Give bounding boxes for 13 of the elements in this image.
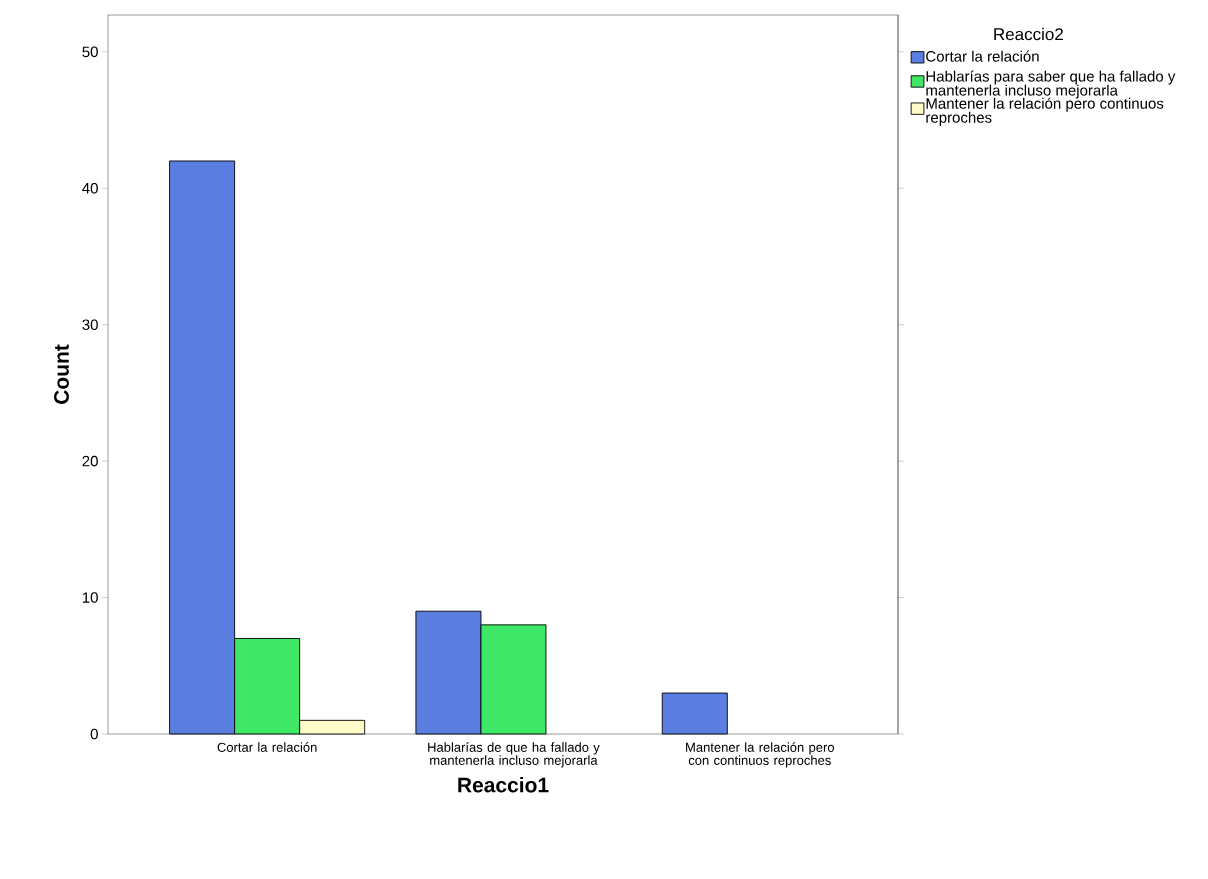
x-tick-label: Mantener la relación pero con continuos reproches (686, 742, 835, 768)
x-tick-label: Cortar la relación (217, 742, 317, 752)
y-tick-label: 20 (82, 455, 98, 467)
y-tick-label: 50 (82, 46, 98, 58)
x-tick-label: Hablarías de que ha fallado y mantenerla incluso mejorarla (428, 742, 600, 768)
x-axis-title: Reaccio1 (458, 777, 549, 793)
legend-title: Reaccio2 (994, 27, 1063, 41)
y-tick-label: 30 (82, 319, 98, 330)
y-tick-label: 10 (82, 592, 98, 603)
y-tick-label: 0 (90, 728, 98, 740)
y-axis-title: Count (54, 344, 69, 404)
legend-label: Cortar la relación (926, 50, 1039, 62)
y-tick-label: 40 (82, 182, 98, 194)
